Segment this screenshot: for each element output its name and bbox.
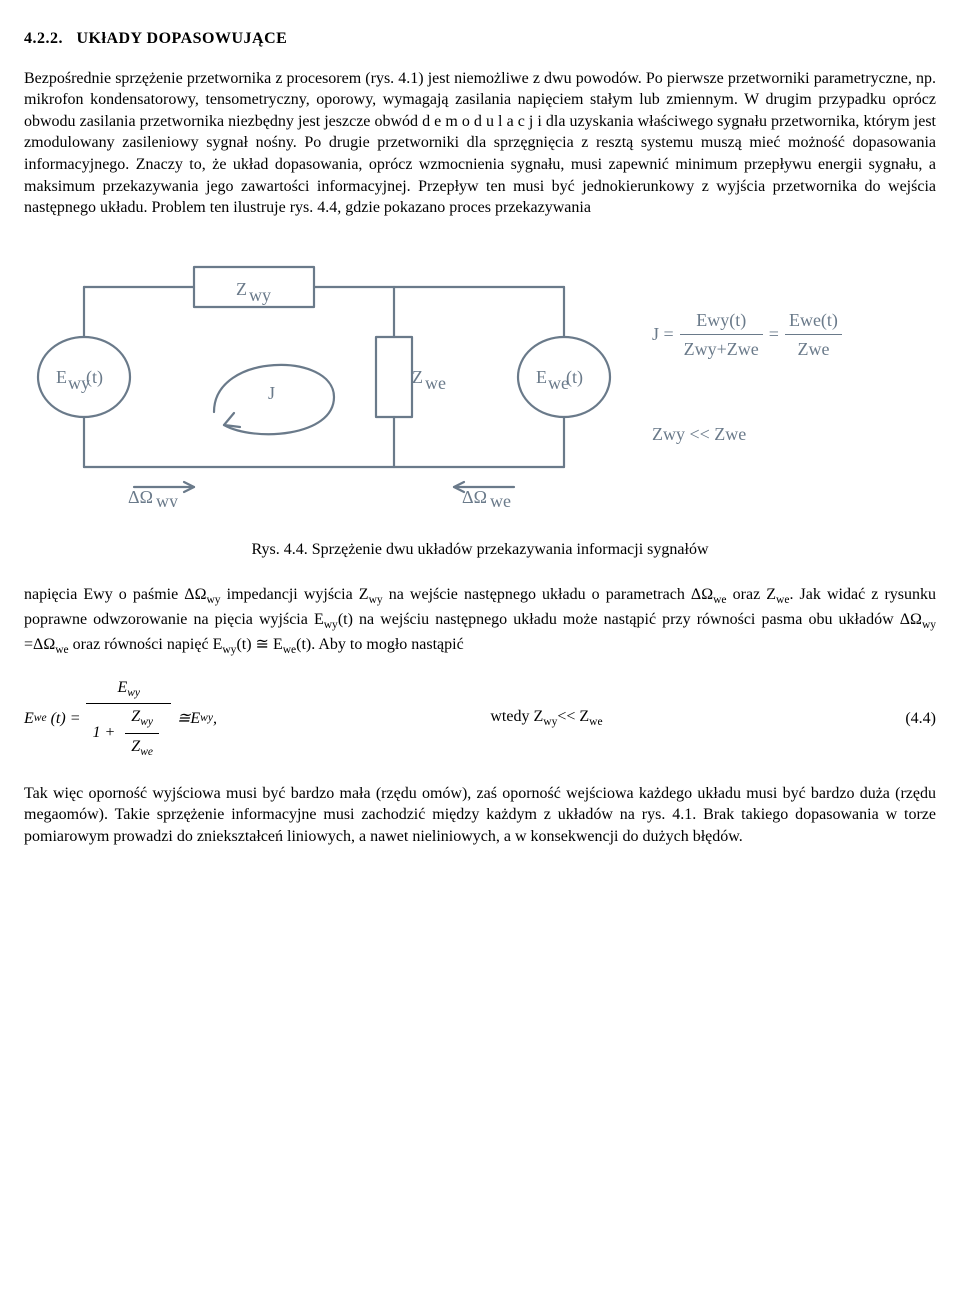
figure-caption: Rys. 4.4. Sprzężenie dwu układów przekaz… [24, 539, 936, 561]
equation-condition: wtedy Zwy<< Zwe [217, 706, 876, 731]
label-zwe-sub: we [425, 373, 446, 393]
label-ewy: E [56, 367, 67, 387]
eq-frac-1: Ewy(t) Zwy+Zwe [680, 308, 763, 362]
eq-current: J = Ewy(t) Zwy+Zwe = Ewe(t) Zwe [652, 308, 936, 362]
label-dowy-sub: wy [156, 491, 178, 507]
section-heading: 4.2.2. UKłADY DOPASOWUJĄCE [24, 28, 936, 50]
label-zwy-sub: wy [249, 285, 271, 305]
eq-condition: Zwy << Zwe [652, 422, 936, 446]
label-dowe-sub: we [490, 491, 511, 507]
label-ewe: E [536, 367, 547, 387]
paragraph-2: napięcia Ewy o paśmie ΔΩwy impedancji wy… [24, 584, 936, 658]
figure-row: Z wy Z we J E wy (t) E we (t) ΔΩ wy ΔΩ w… [24, 247, 936, 507]
eq-frac2-num: Ewe(t) [785, 308, 842, 332]
figure-4-4: Z wy Z we J E wy (t) E we (t) ΔΩ wy ΔΩ w… [24, 247, 936, 561]
eq-frac-2: Ewe(t) Zwe [785, 308, 842, 362]
section-title-text: UKłADY DOPASOWUJĄCE [77, 30, 288, 47]
eq-frac1-den: Zwy+Zwe [680, 337, 763, 361]
eq-frac1-num: Ewy(t) [692, 308, 750, 332]
label-zwe: Z [412, 367, 423, 387]
eq-j-prefix: J = [652, 322, 674, 346]
label-dowe: ΔΩ [462, 487, 487, 507]
figure-equations: J = Ewy(t) Zwy+Zwe = Ewe(t) Zwe Zwy << Z… [652, 308, 936, 446]
eq-frac2-den: Zwe [793, 337, 833, 361]
section-number: 4.2.2. [24, 30, 63, 47]
label-ewy-t: (t) [86, 367, 103, 388]
label-ewe-t: (t) [566, 367, 583, 388]
label-j: J [268, 383, 275, 403]
label-zwy: Z [236, 279, 247, 299]
label-dowy: ΔΩ [128, 487, 153, 507]
eq-equal: = [769, 322, 779, 346]
circuit-diagram: Z wy Z we J E wy (t) E we (t) ΔΩ wy ΔΩ w… [24, 247, 624, 507]
equation-number: (4.4) [876, 708, 936, 730]
equation-main-frac: Ewy 1 + Zwy Zwe [86, 677, 171, 761]
paragraph-3: Tak więc oporność wyjściowa musi być bar… [24, 783, 936, 848]
equation-4-4: Ewe (t) = Ewy 1 + Zwy Zwe ≅ Ewy, wtedy Z… [24, 677, 936, 761]
paragraph-1: Bezpośrednie sprzężenie przetwornika z p… [24, 68, 936, 219]
equation-lhs: Ewe (t) = Ewy 1 + Zwy Zwe ≅ Ewy, [24, 677, 217, 761]
